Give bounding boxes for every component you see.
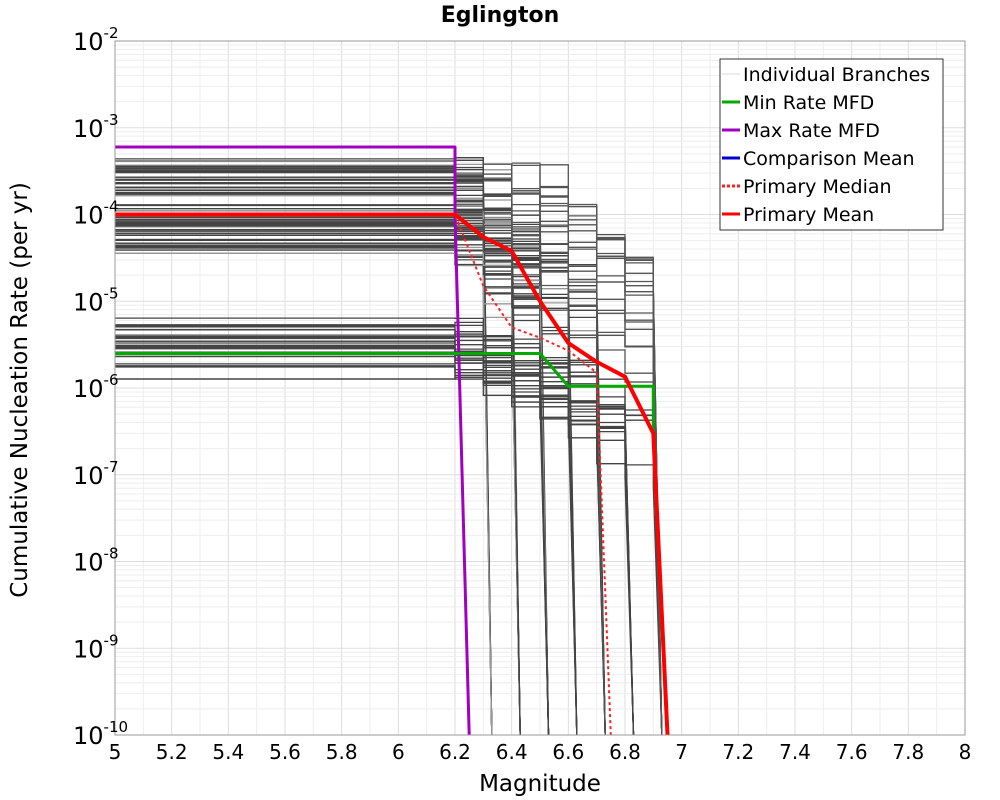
branch-line [115,247,606,736]
x-tick-labels: 5 5.2 5.4 5.6 5.8 6 6.2 6.4 6.6 6.8 7 7.2 7.4 7.6 7.8 8 [109,740,972,764]
x-tick-label: 5.2 [156,740,188,764]
branch-line [115,340,663,736]
branch-line [115,171,606,736]
y-tick-label: 10-5 [73,284,119,316]
branch-line [115,326,663,736]
x-axis-label: Magnitude [479,771,601,797]
x-tick-label: 7.6 [836,740,868,764]
branch-line [483,195,663,736]
series-line [115,212,670,736]
y-tick-label: 10-4 [73,198,119,230]
branch-line [483,180,663,736]
x-tick-label: 6.2 [439,740,471,764]
y-tick-label: 10-2 [73,24,119,56]
y-axis-label: Cumulative Nucleation Rate (per yr) [7,182,33,598]
branch-line [540,185,663,736]
series-lines [115,145,670,736]
x-tick-label: 5.8 [326,740,358,764]
x-tick-label: 5.4 [212,740,244,764]
legend-box [719,58,944,231]
branch-line [115,178,493,736]
legend-label: Individual Branches [743,64,930,86]
x-tick-label: 6 [392,740,405,764]
plot-border [114,40,966,736]
branch-line [115,185,606,736]
y-tick-label: 10-8 [73,545,119,577]
x-tick-label: 8 [959,740,972,764]
y-tick-label: 10-3 [73,111,119,143]
y-tick-label: 10-9 [73,631,119,663]
series-line [115,145,471,736]
y-tick-labels: 10-10 10-9 10-8 10-7 10-6 10-5 10-4 10-3 10-2 [73,24,128,750]
chart-title: Eglington [441,3,560,28]
x-tick-label: 5 [109,740,122,764]
x-tick-label: 7.2 [722,740,754,764]
x-tick-label: 6.6 [552,740,584,764]
y-tick-label: 10-10 [73,718,128,750]
branch-line [483,219,663,736]
branch-line [115,324,550,736]
series-line [115,213,612,736]
branch-line [115,365,663,736]
legend-label: Max Rate MFD [743,120,880,142]
y-tick-label: 10-7 [73,458,119,490]
legend-label: Comparison Mean [743,148,915,170]
x-tick-label: 6.4 [496,740,528,764]
x-tick-label: 5.6 [269,740,301,764]
legend: Individual Branches Min Rate MFD Max Rate … [719,58,944,231]
x-tick-label: 6.8 [609,740,641,764]
branch-line [483,163,663,736]
branch-line [483,163,663,736]
branch-line [115,232,606,736]
legend-label: Primary Median [743,176,892,198]
branch-line [115,317,663,736]
branch-line [115,337,578,736]
legend-label: Primary Mean [743,204,874,226]
y-tick-label: 10-6 [73,371,119,403]
x-tick-label: 7.8 [892,740,924,764]
x-tick-label: 7 [675,740,688,764]
x-tick-label: 7.4 [779,740,811,764]
legend-label: Min Rate MFD [743,92,874,114]
branch-line [483,261,606,736]
